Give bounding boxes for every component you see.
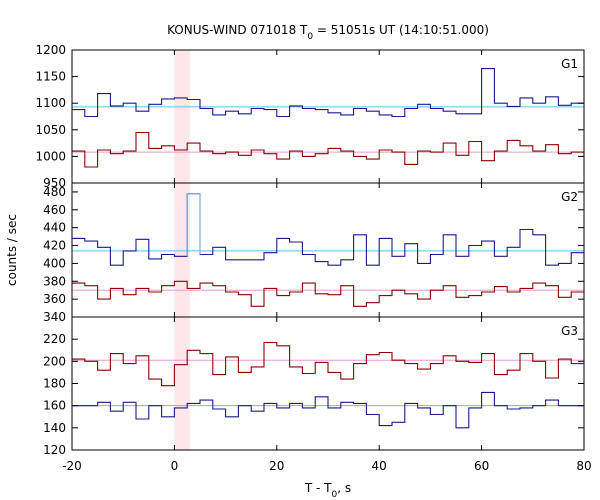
panel-label: G2 bbox=[561, 190, 578, 204]
series-line-2 bbox=[72, 280, 584, 307]
y-tick-label: 360 bbox=[43, 292, 66, 306]
x-tick-label: 20 bbox=[269, 459, 284, 473]
series-line-2 bbox=[72, 131, 584, 168]
y-axis-label: counts / sec bbox=[5, 214, 19, 286]
highlight-band bbox=[174, 317, 190, 450]
series-line-1 bbox=[72, 68, 584, 118]
y-tick-label: 380 bbox=[43, 274, 66, 288]
x-axis-label: T - T0, s bbox=[304, 481, 351, 500]
x-tick-label: 40 bbox=[372, 459, 387, 473]
series-line-1 bbox=[72, 341, 584, 387]
y-tick-label: 400 bbox=[43, 256, 66, 270]
y-tick-label: 1000 bbox=[35, 149, 66, 163]
x-axis: -20 0 20 40 60 80 bbox=[62, 459, 591, 473]
chart-title: KONUS-WIND 071018 T0 = 51051s UT (14:10:… bbox=[167, 23, 489, 42]
y-tick-label: 160 bbox=[43, 399, 66, 413]
x-tick-label: -20 bbox=[62, 459, 82, 473]
y-tick-label: 120 bbox=[43, 443, 66, 457]
y-tick-label: 420 bbox=[43, 239, 66, 253]
spike-bin bbox=[186, 193, 201, 257]
y-tick-label: 950 bbox=[43, 176, 66, 190]
panel-label: G1 bbox=[561, 57, 578, 71]
y-tick-label: 1200 bbox=[35, 43, 66, 57]
x-tick-label: 60 bbox=[474, 459, 489, 473]
y-tick-label: 180 bbox=[43, 377, 66, 391]
y-tick-label: 480 bbox=[43, 185, 66, 199]
y-tick-label: 1150 bbox=[35, 70, 66, 84]
y-tick-label: 1050 bbox=[35, 123, 66, 137]
highlight-band bbox=[174, 183, 190, 317]
y-tick-label: 340 bbox=[43, 310, 66, 324]
panel-frame bbox=[71, 316, 585, 451]
panel-g1: 950 1000 1050 1100 1150 1200 G1 bbox=[35, 43, 585, 190]
y-tick-label: 440 bbox=[43, 221, 66, 235]
panel-g2: 340 360 380 400 420 440 460 480 G2 bbox=[43, 182, 585, 324]
y-tick-label: 1100 bbox=[35, 96, 66, 110]
x-tick-label: 0 bbox=[171, 459, 179, 473]
panel-frame bbox=[71, 49, 585, 184]
y-tick-label: 140 bbox=[43, 421, 66, 435]
highlight-band bbox=[174, 50, 190, 183]
panel-g3: 120 140 160 180 200 220 G3 bbox=[43, 316, 585, 457]
series-line-2 bbox=[72, 391, 584, 429]
panels: 950 1000 1050 1100 1150 1200 G1 340 360 380 400 420… bbox=[35, 43, 585, 457]
y-tick-label: 460 bbox=[43, 203, 66, 217]
panel-label: G3 bbox=[561, 324, 578, 338]
y-tick-label: 200 bbox=[43, 354, 66, 368]
y-tick-label: 220 bbox=[43, 332, 66, 346]
series-line-1 bbox=[72, 193, 584, 266]
x-tick-label: 80 bbox=[576, 459, 591, 473]
